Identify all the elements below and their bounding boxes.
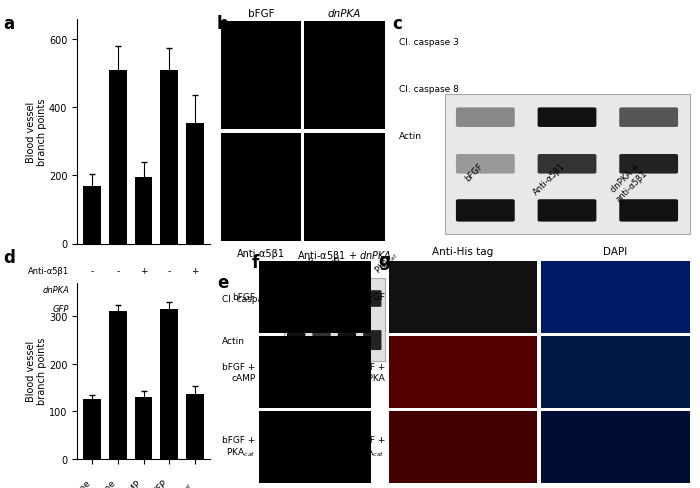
Text: cAMP: cAMP bbox=[321, 254, 344, 277]
Text: e: e bbox=[217, 273, 228, 291]
Text: c: c bbox=[392, 15, 402, 33]
Text: Cl. caspase 3: Cl. caspase 3 bbox=[222, 294, 282, 304]
Text: -: - bbox=[91, 285, 94, 294]
Text: GFP: GFP bbox=[150, 478, 169, 488]
Bar bbox=[134, 178, 153, 244]
FancyBboxPatch shape bbox=[287, 330, 305, 350]
Text: bFGF: bFGF bbox=[232, 293, 256, 302]
Text: +: + bbox=[140, 267, 147, 276]
Y-axis label: Blood vessel
branch points: Blood vessel branch points bbox=[26, 98, 48, 165]
FancyBboxPatch shape bbox=[456, 108, 514, 128]
Text: DAPI: DAPI bbox=[603, 246, 627, 256]
Text: +: + bbox=[165, 285, 173, 294]
Bar bbox=[186, 395, 204, 459]
Text: Saline: Saline bbox=[66, 478, 92, 488]
Text: GFP: GFP bbox=[347, 259, 365, 277]
Text: b: b bbox=[217, 15, 229, 33]
Text: bFGF: bFGF bbox=[463, 162, 485, 183]
Text: +: + bbox=[140, 304, 147, 313]
Text: +: + bbox=[191, 304, 198, 313]
Y-axis label: Blood vessel
branch points: Blood vessel branch points bbox=[26, 337, 48, 405]
Text: bFGF: bFGF bbox=[362, 293, 385, 302]
Text: g: g bbox=[378, 251, 390, 269]
Text: Saline: Saline bbox=[92, 478, 118, 488]
FancyBboxPatch shape bbox=[338, 330, 356, 350]
FancyBboxPatch shape bbox=[620, 155, 678, 174]
Text: bFGF +
cAMP: bFGF + cAMP bbox=[222, 363, 256, 382]
Bar bbox=[186, 123, 204, 244]
FancyBboxPatch shape bbox=[538, 108, 596, 128]
Text: Actin: Actin bbox=[222, 336, 245, 345]
FancyBboxPatch shape bbox=[538, 200, 596, 222]
Text: bFGF: bFGF bbox=[248, 9, 274, 19]
Text: cAMP: cAMP bbox=[120, 478, 144, 488]
Bar bbox=[83, 399, 102, 459]
FancyBboxPatch shape bbox=[363, 290, 382, 307]
FancyBboxPatch shape bbox=[620, 108, 678, 128]
Text: PKA$_{cat}$: PKA$_{cat}$ bbox=[372, 248, 400, 277]
Text: Anti-α5β1 + $\it{dnPKA}$: Anti-α5β1 + $\it{dnPKA}$ bbox=[297, 249, 392, 263]
Text: -: - bbox=[167, 267, 171, 276]
Bar bbox=[109, 71, 127, 244]
Text: Cl. caspase 3: Cl. caspase 3 bbox=[399, 38, 459, 47]
Text: dnPKA +
anti-α5β1: dnPKA + anti-α5β1 bbox=[606, 162, 649, 204]
Text: +: + bbox=[165, 304, 173, 313]
Bar bbox=[83, 186, 102, 244]
Bar bbox=[109, 311, 127, 459]
Text: -: - bbox=[91, 267, 94, 276]
FancyBboxPatch shape bbox=[287, 290, 305, 307]
Text: -: - bbox=[116, 267, 120, 276]
FancyBboxPatch shape bbox=[456, 155, 514, 174]
Text: dnPKA: dnPKA bbox=[43, 285, 69, 294]
Bar bbox=[160, 71, 178, 244]
FancyBboxPatch shape bbox=[338, 290, 356, 307]
Text: Anti-α5β1: Anti-α5β1 bbox=[28, 267, 69, 276]
Text: -: - bbox=[142, 285, 145, 294]
FancyBboxPatch shape bbox=[456, 200, 514, 222]
Text: +: + bbox=[89, 304, 96, 313]
Text: f: f bbox=[252, 254, 259, 272]
FancyBboxPatch shape bbox=[538, 155, 596, 174]
Text: dnPKA: dnPKA bbox=[328, 9, 361, 19]
Text: Cl. caspase 8: Cl. caspase 8 bbox=[399, 85, 459, 94]
Text: a: a bbox=[4, 15, 15, 33]
FancyBboxPatch shape bbox=[312, 330, 330, 350]
Text: Anti-α5β1: Anti-α5β1 bbox=[237, 249, 285, 259]
Text: Saline: Saline bbox=[78, 338, 106, 346]
Text: +: + bbox=[114, 304, 122, 313]
Text: bFGF: bFGF bbox=[296, 255, 318, 277]
Text: PKA$_{cat}$: PKA$_{cat}$ bbox=[165, 478, 195, 488]
Text: bFGF +
PKA$_{cat}$: bFGF + PKA$_{cat}$ bbox=[351, 435, 385, 459]
FancyBboxPatch shape bbox=[363, 330, 382, 350]
Text: GFP: GFP bbox=[53, 304, 69, 313]
Text: +: + bbox=[191, 267, 198, 276]
FancyBboxPatch shape bbox=[620, 200, 678, 222]
Text: Anti-α5β1: Anti-α5β1 bbox=[531, 162, 567, 197]
Text: Anti-His tag: Anti-His tag bbox=[433, 246, 494, 256]
Text: bFGF +
dnPKA: bFGF + dnPKA bbox=[351, 363, 385, 382]
Text: Actin: Actin bbox=[399, 131, 422, 141]
Text: +: + bbox=[191, 285, 198, 294]
Text: d: d bbox=[4, 249, 15, 267]
Bar bbox=[134, 397, 153, 459]
FancyBboxPatch shape bbox=[312, 290, 330, 307]
Bar bbox=[160, 309, 178, 459]
Text: bFGF +
PKA$_{cat}$: bFGF + PKA$_{cat}$ bbox=[222, 435, 256, 459]
Text: -: - bbox=[116, 285, 120, 294]
Text: +bFGF: +bFGF bbox=[141, 338, 172, 346]
